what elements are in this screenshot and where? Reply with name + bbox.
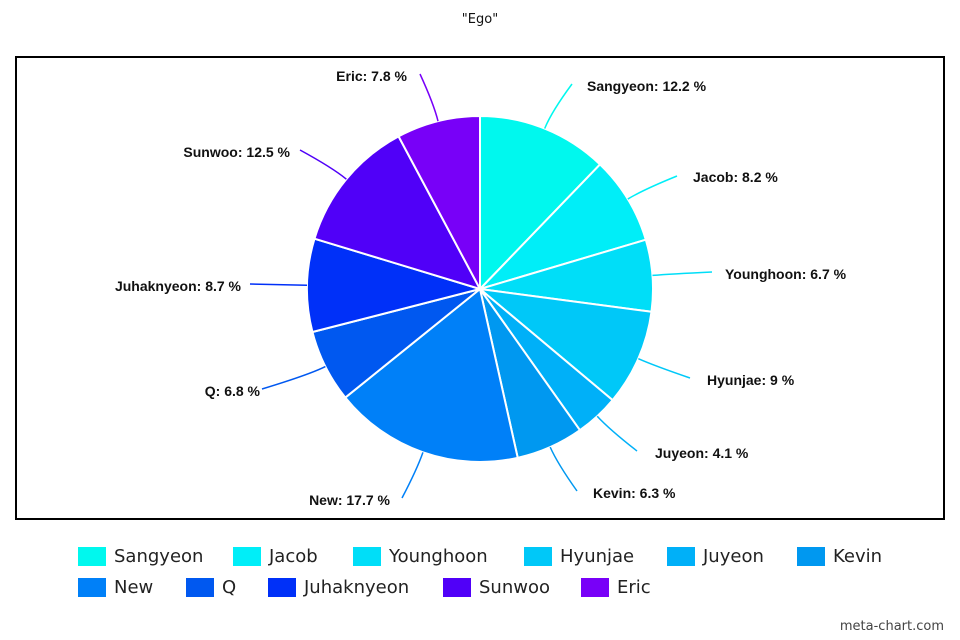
data-label: Q: 6.8 % [205,383,261,399]
pie-slice-eric[interactable] [397,114,481,290]
legend-label: Jacob [269,546,318,567]
pie-slice-sangyeon[interactable] [479,114,602,292]
pie-slice-hyunjae[interactable] [476,287,653,402]
leader-line [401,452,424,499]
legend-swatch [667,547,695,566]
leader-line [638,358,691,379]
chart-frame [15,56,945,520]
pie-slice-juhaknyeon[interactable] [306,237,484,334]
leader-line [299,149,347,180]
legend-label: Sunwoo [479,577,550,598]
legend-swatch [78,578,106,597]
leader-line [627,175,678,200]
leader-line [549,446,578,492]
legend-item[interactable]: Juyeon [667,546,764,567]
data-label: Juhaknyeon: 8.7 % [115,278,242,294]
legend-label: Eric [617,577,651,598]
leader-line [419,73,439,122]
legend-item[interactable]: Sangyeon [78,546,203,567]
data-label: Eric: 7.8 % [336,68,407,84]
data-label: Kevin: 6.3 % [593,485,676,501]
credit: meta-chart.com [839,619,944,634]
pie-slice-sunwoo[interactable] [313,135,483,291]
legend-item[interactable]: New [78,577,153,598]
data-label: Sangyeon: 12.2 % [587,78,707,94]
legend-swatch [524,547,552,566]
legend-swatch [443,578,471,597]
chart-title: "Ego" [461,12,499,27]
legend-item[interactable]: Q [186,577,236,598]
legend-item[interactable]: Younghoon [353,546,488,567]
legend-label: Sangyeon [114,546,204,567]
data-label: Jacob: 8.2 % [693,169,778,185]
leader-line [261,365,326,390]
legend-swatch [186,578,214,597]
legend-item[interactable]: Juhaknyeon [268,577,409,598]
leader-line [543,83,573,129]
legend-label: Hyunjae [560,546,635,567]
legend-label: Younghoon [389,546,488,567]
data-label: Hyunjae: 9 % [707,372,795,388]
legend-label: New [114,577,154,598]
leader-line [249,283,308,286]
data-label: Sunwoo: 12.5 % [183,144,290,160]
legend-swatch [78,547,106,566]
pie-slice-jacob[interactable] [476,162,648,292]
legend-item[interactable]: Eric [581,577,651,598]
legend-item[interactable]: Sunwoo [443,577,550,598]
legend-swatch [233,547,261,566]
leader-line [596,415,638,452]
legend-swatch [581,578,609,597]
leader-line [652,271,713,277]
legend-item[interactable]: Hyunjae [524,546,634,567]
legend-label: Q [222,577,237,598]
data-label: Younghoon: 6.7 % [725,266,847,282]
legend-label: Juyeon [703,546,764,567]
legend-swatch [797,547,825,566]
data-label: New: 17.7 % [309,492,390,508]
legend-item[interactable]: Kevin [797,546,882,567]
legend-swatch [353,547,381,566]
legend-swatch [268,578,296,597]
legend-item[interactable]: Jacob [233,546,318,567]
legend-label: Kevin [833,546,883,567]
data-label: Juyeon: 4.1 % [655,445,749,461]
legend-label: Juhaknyeon [304,577,410,598]
